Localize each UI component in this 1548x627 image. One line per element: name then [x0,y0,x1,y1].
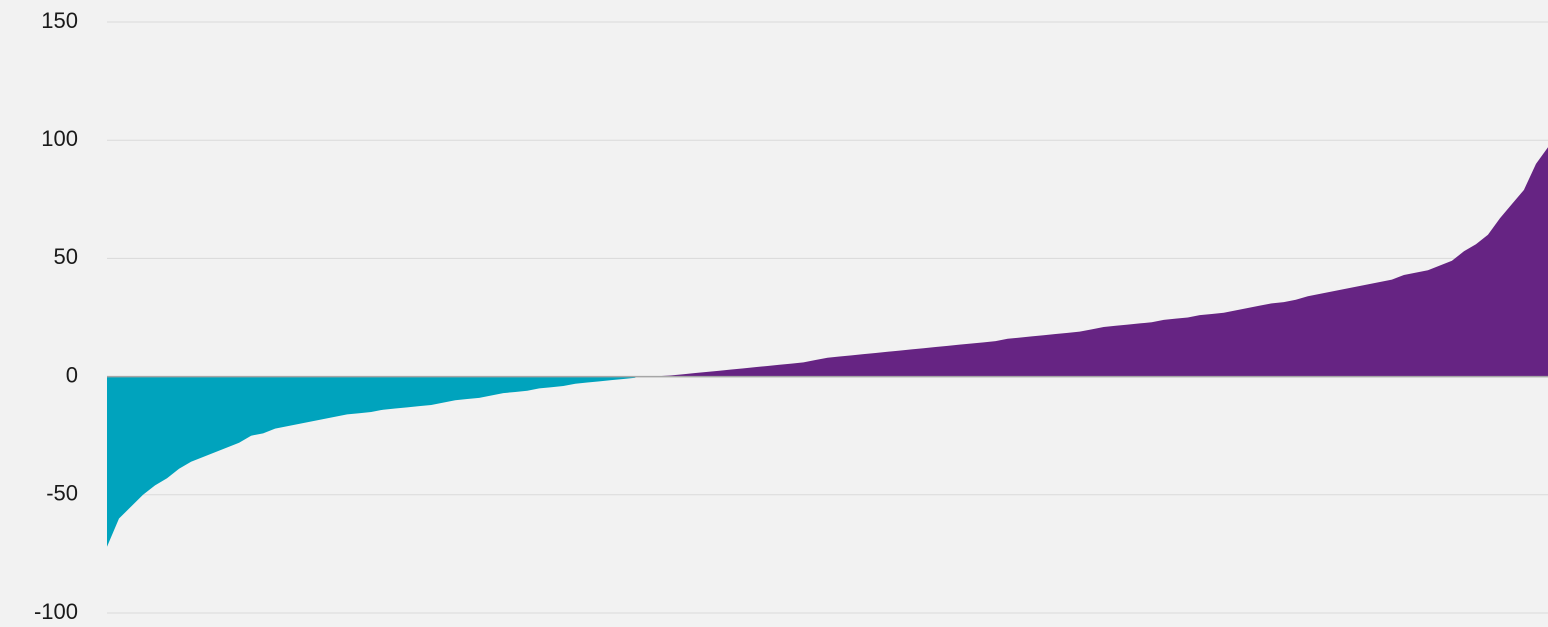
y-tick-label: 50 [54,244,78,269]
y-tick-label: 150 [41,8,78,33]
y-tick-label: -50 [46,481,78,506]
y-tick-label: -100 [34,599,78,624]
y-tick-label: 0 [66,362,78,387]
negative-area [107,376,636,547]
positive-area [647,147,1548,377]
y-tick-label: 100 [41,126,78,151]
